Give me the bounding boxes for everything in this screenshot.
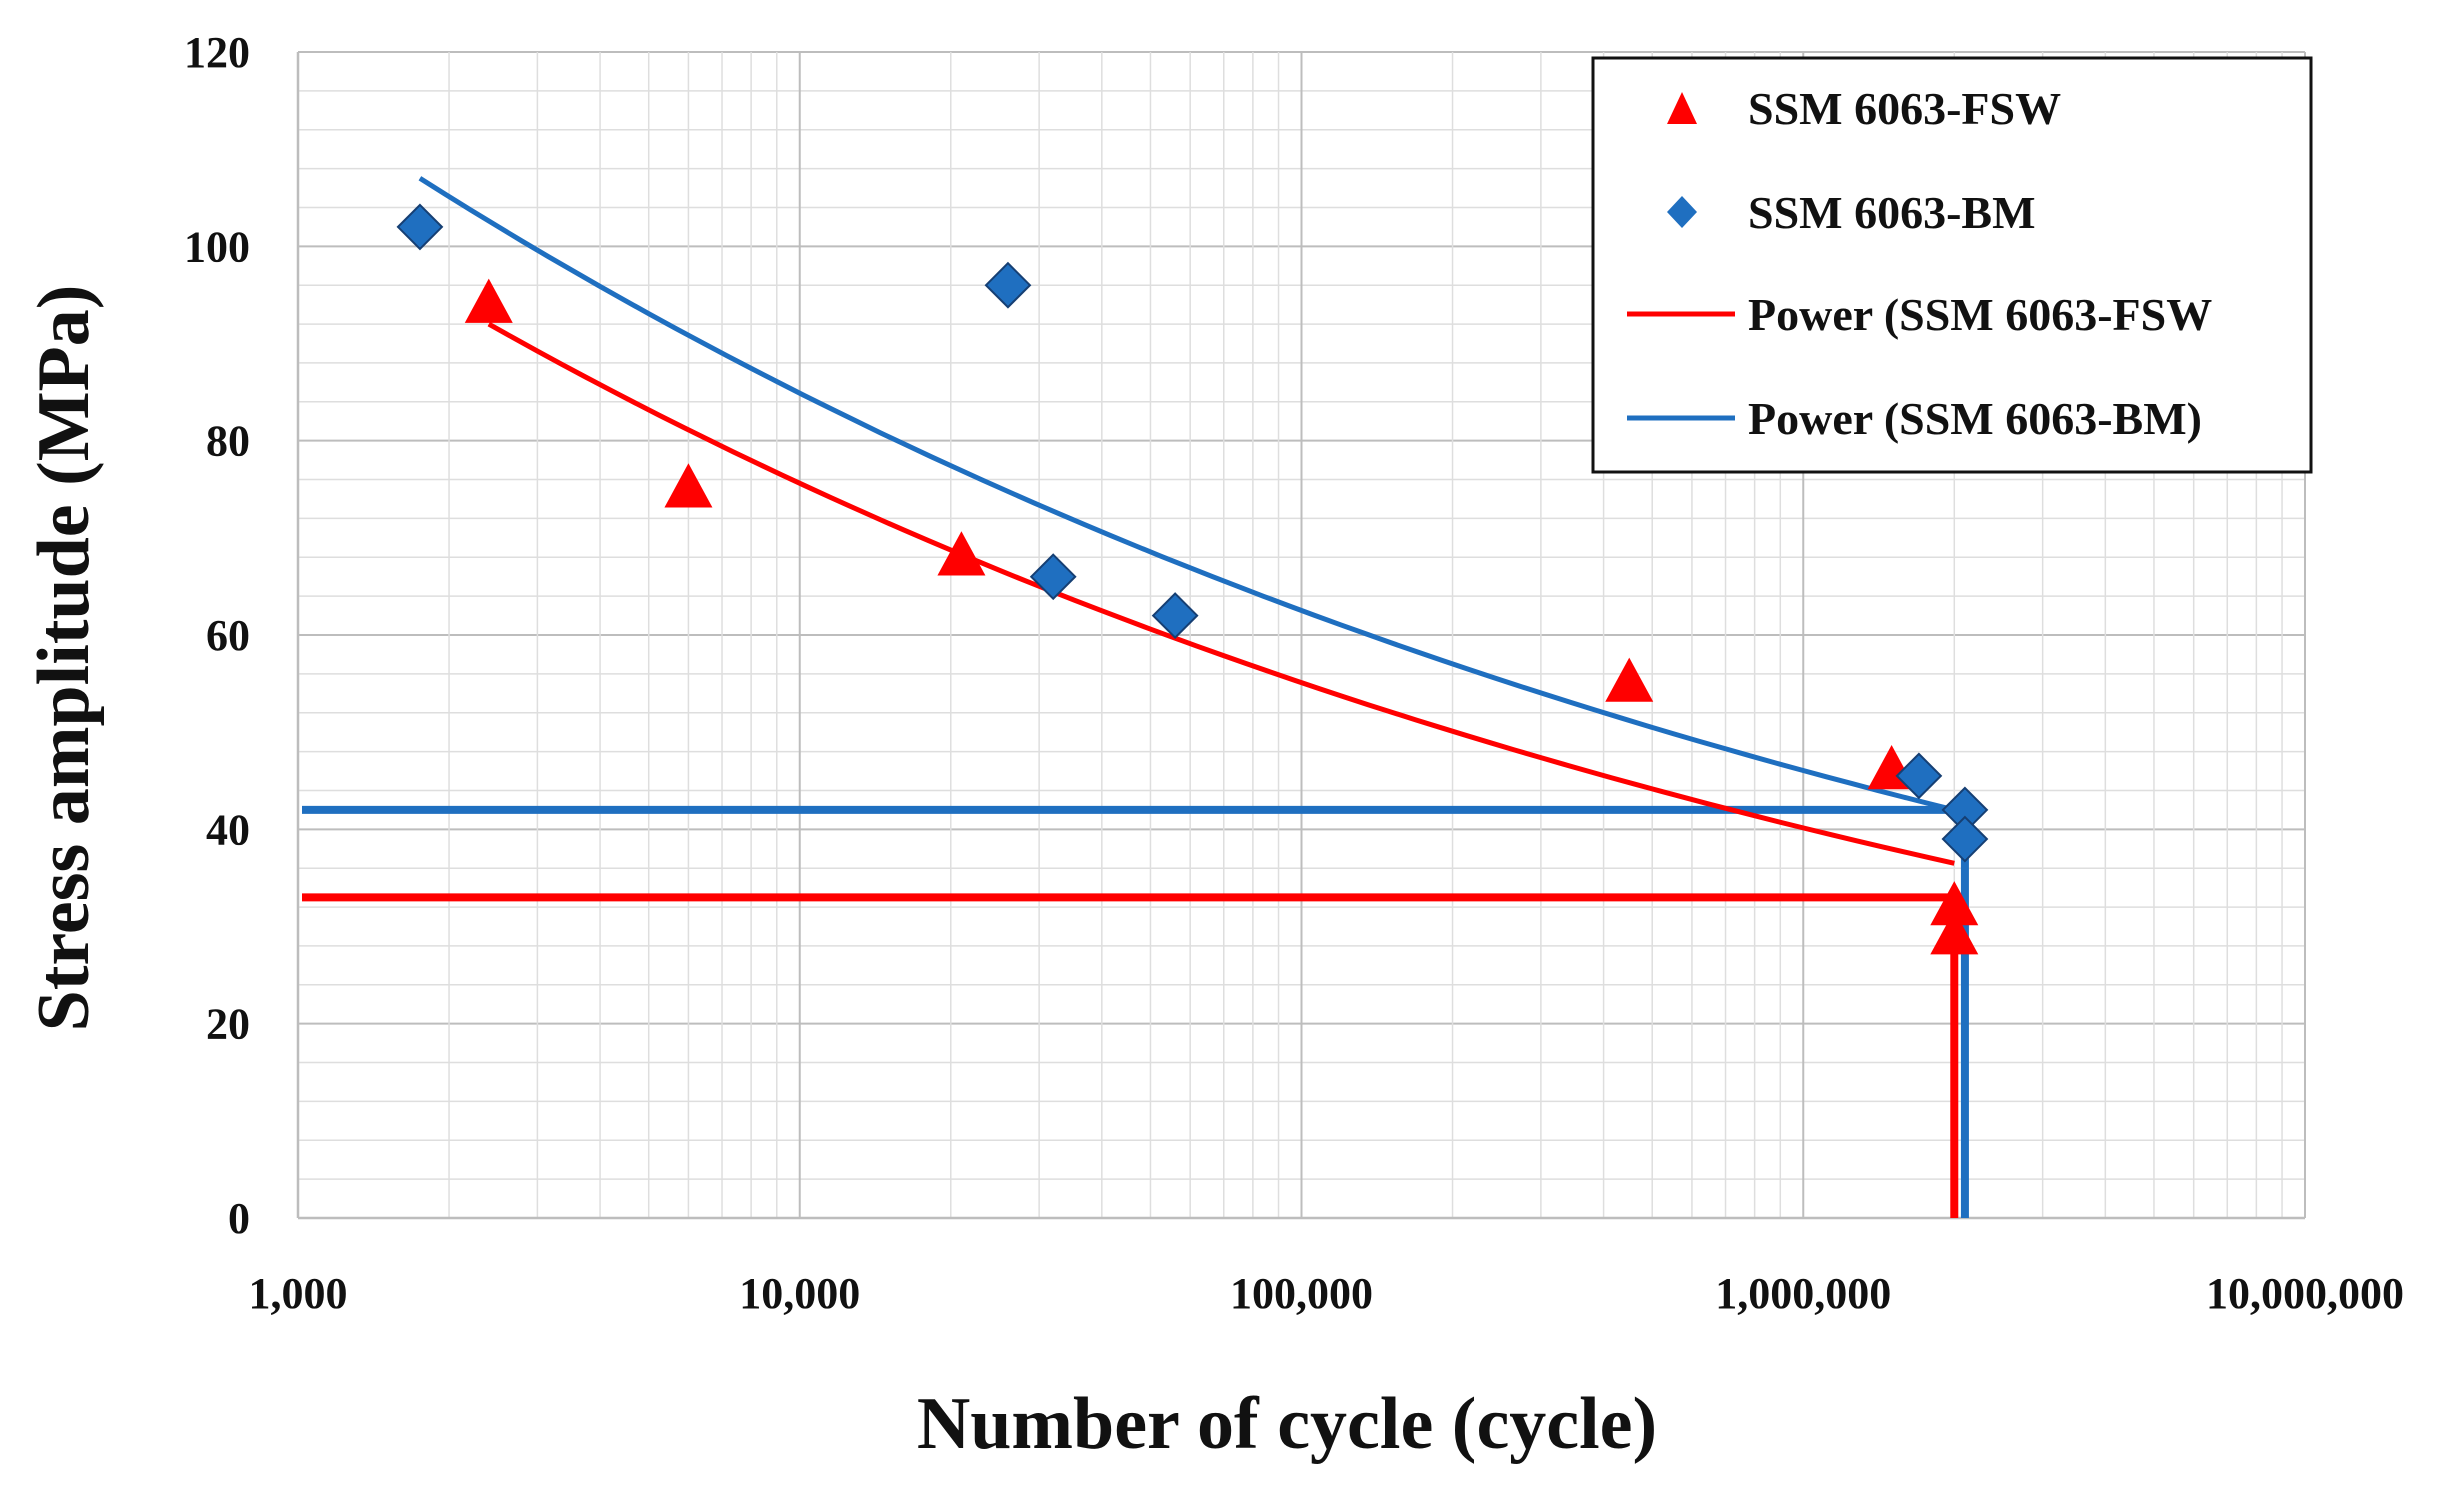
trendline xyxy=(487,321,1955,866)
x-tick-label: 100,000 xyxy=(1230,1269,1373,1318)
legend-label-bm: SSM 6063-BM xyxy=(1748,187,2036,238)
reference-lines-layer xyxy=(302,805,1969,1218)
trendline xyxy=(418,176,1955,813)
y-tick-label: 0 xyxy=(228,1194,250,1243)
x-axis-title: Number of cycle (cycle) xyxy=(917,1383,1657,1465)
legend-box xyxy=(1591,56,2313,474)
legend: SSM 6063-FSW SSM 6063-BM Power (SSM 6063… xyxy=(1591,56,2313,474)
y-tick-label: 80 xyxy=(206,417,250,466)
markers-layer xyxy=(396,203,1989,955)
y-tick-label: 40 xyxy=(206,805,250,854)
data-point-bm xyxy=(984,261,1032,309)
data-point-fsw xyxy=(1605,657,1654,702)
legend-triangle-icon xyxy=(1667,92,1697,124)
y-tick-label: 60 xyxy=(206,611,250,660)
y-axis-title: Stress amplitude (MPa) xyxy=(23,285,105,1032)
x-tick-label: 10,000 xyxy=(739,1269,860,1318)
data-point-bm xyxy=(396,203,444,251)
legend-label-fsw-trend: Power (SSM 6063-FSW xyxy=(1748,289,2212,340)
data-point-fsw xyxy=(464,278,513,323)
axis-labels-layer: 0 20 40 60 80 100 120 1,000 10,000 100,000 1,000,0… xyxy=(184,28,2404,1318)
data-point-bm xyxy=(1151,592,1199,639)
y-tick-label: 100 xyxy=(184,222,250,271)
data-point-fsw xyxy=(1930,881,1979,926)
legend-label-fsw: SSM 6063-FSW xyxy=(1748,83,2061,134)
data-point-fsw xyxy=(1930,910,1979,955)
trendlines-layer xyxy=(418,176,1955,866)
x-tick-label: 10,000,000 xyxy=(2206,1269,2404,1318)
x-tick-label: 1,000,000 xyxy=(1715,1269,1891,1318)
data-point-bm xyxy=(1941,815,1989,863)
y-tick-label: 20 xyxy=(206,1000,250,1049)
data-point-fsw xyxy=(664,463,713,508)
data-point-fsw xyxy=(937,531,986,576)
legend-label-bm-trend: Power (SSM 6063-BM) xyxy=(1748,393,2202,444)
legend-diamond-icon xyxy=(1667,196,1697,228)
data-point-bm xyxy=(1029,553,1077,601)
data-point-bm xyxy=(1895,752,1943,800)
y-tick-label: 120 xyxy=(184,28,250,77)
x-tick-label: 1,000 xyxy=(249,1269,348,1318)
